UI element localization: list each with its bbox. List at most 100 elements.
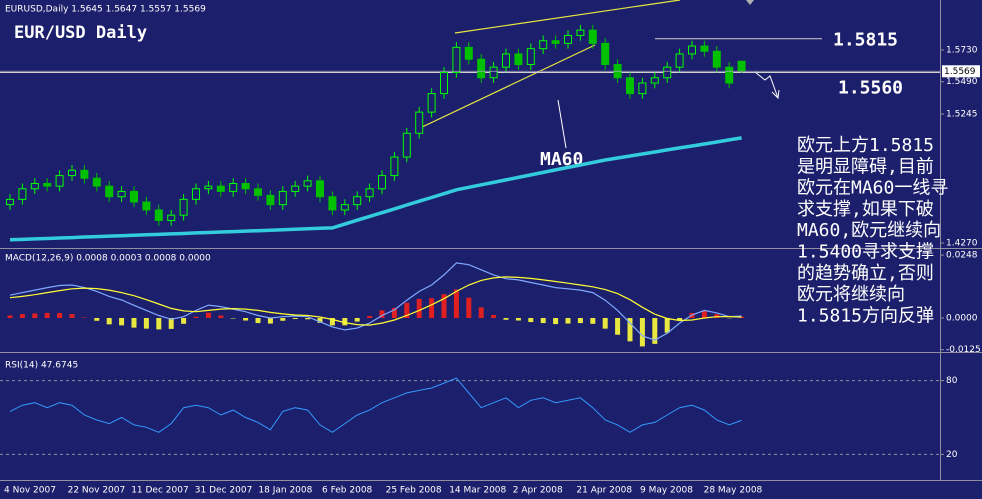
level-label: 1.5560 (838, 77, 903, 98)
candle-body (216, 185, 225, 192)
candle-body (415, 111, 424, 134)
histogram-bar (491, 314, 497, 318)
candle-body (192, 188, 200, 200)
chart-title: EUR/USD Daily (14, 23, 147, 43)
histogram-bar (267, 318, 273, 324)
candle-body (390, 156, 399, 177)
candle-body (489, 66, 498, 79)
y-tick-label: 80 (946, 376, 958, 386)
histogram-bar (565, 318, 571, 324)
x-tick-label: 18 Jan 2008 (258, 486, 312, 496)
candle-body (303, 180, 312, 187)
candle-body (105, 185, 114, 198)
candle-body (539, 40, 548, 50)
candle-body (353, 196, 362, 206)
candle-body (688, 45, 696, 55)
histogram-bar (466, 297, 472, 318)
candle-body (278, 190, 287, 206)
y-tick-label: 1.5245 (946, 110, 978, 120)
x-tick-label: 28 May 2008 (704, 486, 763, 496)
histogram-bar (416, 298, 422, 318)
candle-body (68, 169, 76, 177)
histogram-bar (156, 318, 162, 330)
candle-body (229, 182, 238, 192)
histogram-bar (627, 318, 633, 342)
series-line (9, 377, 742, 433)
panel-borders (0, 0, 982, 481)
x-tick-label: 6 Feb 2008 (322, 486, 373, 496)
candle-body (551, 40, 560, 44)
candle-body (179, 198, 188, 216)
histogram-bar (590, 318, 596, 324)
histogram-bar (193, 316, 199, 318)
candle-body (452, 46, 461, 73)
candle-body (130, 190, 138, 203)
note-line: 欧元将继续向 (797, 284, 905, 305)
histogram-bar (677, 318, 683, 321)
histogram-bar (131, 318, 137, 328)
candle-body (588, 29, 597, 44)
histogram-bar (329, 318, 335, 326)
candle-body (6, 198, 14, 206)
candle-body (18, 188, 27, 200)
current-price-label: 1.5569 (944, 67, 976, 77)
note-line: 1.5815方向反弹 (797, 305, 934, 326)
candle-body (204, 185, 213, 190)
macd-header: MACD(12,26,9) 0.0008 0.0003 0.0008 0.000… (5, 254, 211, 264)
histogram-bar (181, 318, 187, 324)
histogram-bar (255, 318, 261, 324)
histogram-bar (81, 317, 87, 318)
histogram-bar (119, 318, 125, 326)
price-header: EURUSD,Daily 1.5645 1.5647 1.5557 1.5569 (5, 5, 206, 15)
candle-body (55, 175, 64, 187)
histogram-bar (615, 318, 621, 335)
histogram-bar (528, 318, 534, 323)
histogram-bar (317, 318, 323, 323)
arrow-head (771, 89, 780, 100)
candle-body (30, 182, 39, 190)
candle-body (43, 182, 52, 187)
histogram-bar (441, 294, 447, 318)
histogram-bar (391, 307, 397, 318)
histogram-bar (714, 314, 720, 318)
x-tick-label: 4 Nov 2007 (4, 486, 56, 496)
y-tick-label: 20 (946, 450, 958, 460)
current-price-box (942, 65, 980, 78)
histogram-bar (354, 318, 360, 322)
histogram-bar (540, 318, 546, 324)
histogram-bar (478, 307, 484, 318)
candle-body (365, 188, 374, 198)
candle-body (167, 214, 176, 222)
note-line: 1.5400寻求支撑 (797, 242, 934, 263)
marker (746, 0, 754, 5)
histogram-bar (280, 318, 286, 321)
candle-body (564, 34, 572, 44)
x-tick-label: 14 Mar 2008 (449, 486, 506, 496)
histogram-bar (292, 318, 298, 320)
y-tick-label: 0.0000 (946, 314, 978, 324)
histogram-bar (639, 318, 645, 347)
level-label: 1.5815 (833, 30, 898, 51)
y-tick-label: 1.5490 (946, 77, 978, 87)
y-tick-label: -0.0125 (946, 345, 981, 355)
histogram-bar (218, 315, 224, 318)
y-tick-label: 1.5730 (946, 45, 978, 55)
y-tick-label: 0.0248 (946, 251, 978, 261)
series-line (9, 262, 742, 341)
histogram-bar (739, 316, 745, 318)
x-tick-label: 25 Feb 2008 (386, 486, 442, 496)
candle-body (80, 169, 89, 179)
histogram-bar (701, 310, 707, 318)
histogram-bar (19, 314, 25, 318)
histogram-bar (44, 312, 50, 318)
candle-body (601, 42, 610, 66)
ma60-pointer (557, 99, 567, 149)
candle-body (650, 77, 659, 84)
histogram-bar (429, 298, 435, 318)
candle-body (514, 53, 523, 66)
histogram-bar (94, 318, 100, 321)
note-line: 欧元在MA60一线寻 (797, 178, 948, 199)
candle-body (340, 204, 349, 211)
